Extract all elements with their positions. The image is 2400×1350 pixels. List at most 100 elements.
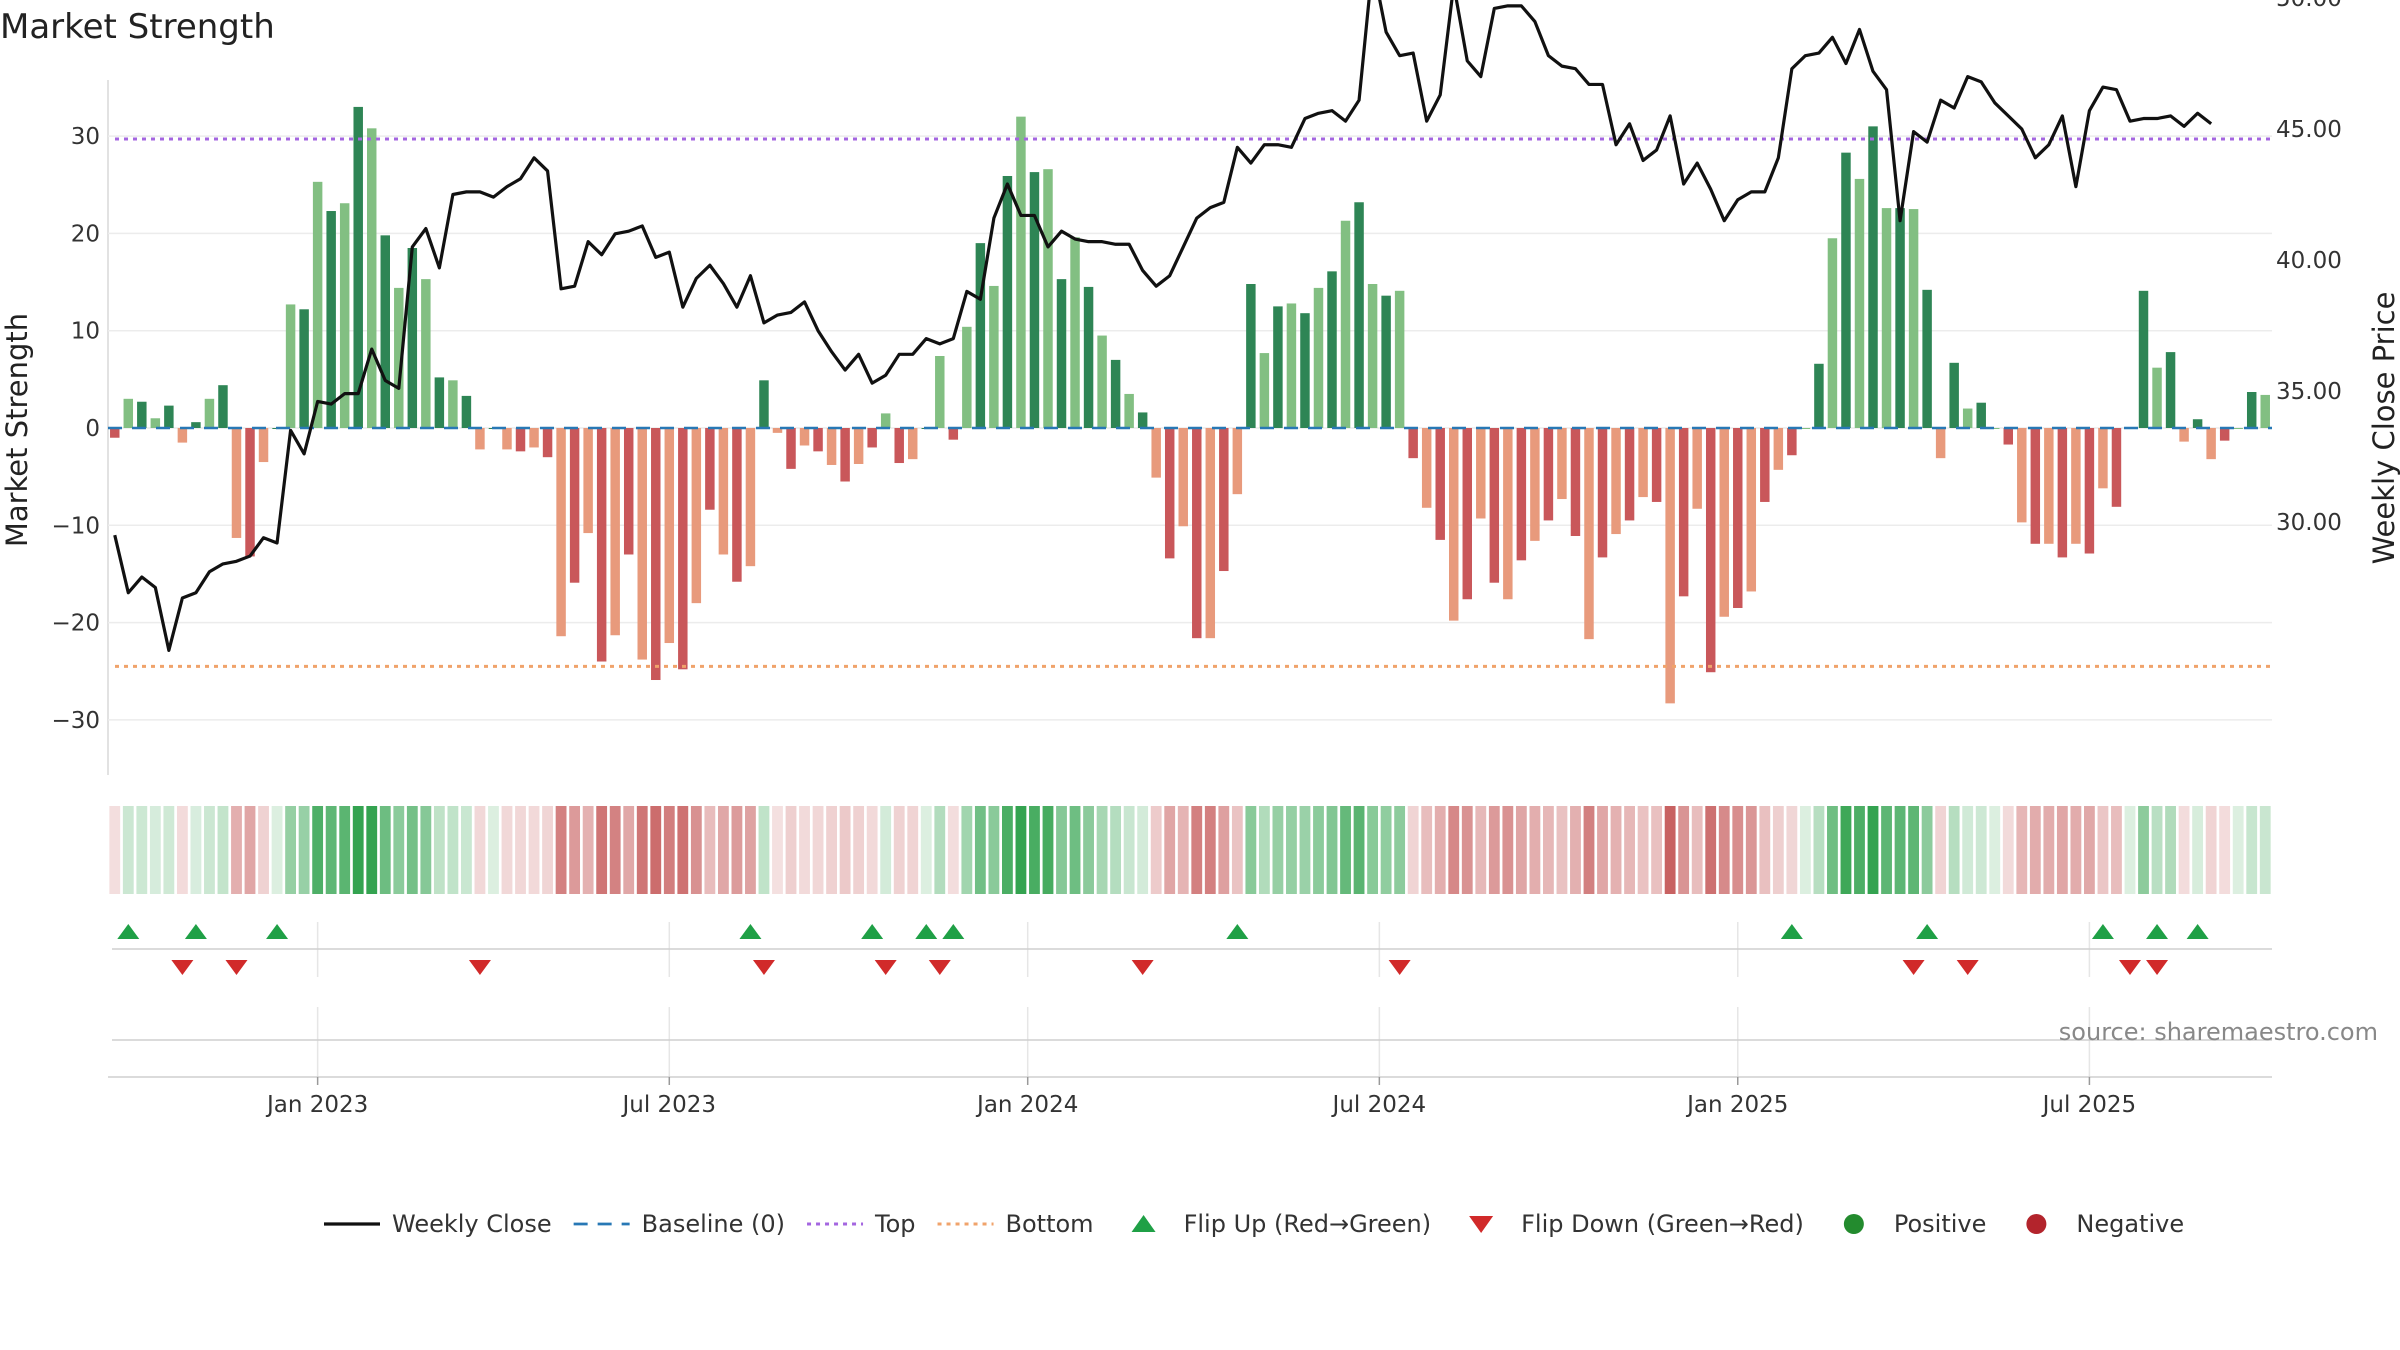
heat-cell bbox=[1610, 806, 1622, 894]
strength-bar bbox=[1056, 279, 1067, 428]
heat-cell bbox=[1150, 806, 1162, 894]
heat-cell bbox=[1894, 806, 1906, 894]
legend-swatch bbox=[1843, 1214, 1864, 1234]
legend-swatch bbox=[1469, 1216, 1494, 1233]
heat-cell bbox=[988, 806, 1000, 894]
strength-bar bbox=[989, 285, 999, 428]
x-tick-label: Jan 2024 bbox=[975, 1092, 1078, 1118]
strength-bar bbox=[1827, 238, 1838, 428]
strength-bar bbox=[894, 428, 904, 464]
flip-up-marker bbox=[184, 924, 207, 939]
strength-bar bbox=[1259, 353, 1270, 428]
strength-bar bbox=[461, 395, 472, 428]
heat-cell bbox=[799, 806, 810, 894]
strength-bar bbox=[732, 428, 742, 582]
strength-bar bbox=[1733, 428, 1743, 608]
y-tick-label: 10 bbox=[71, 319, 100, 345]
strength-bar bbox=[1462, 428, 1472, 600]
strength-bar bbox=[191, 422, 201, 428]
strength-bar bbox=[1624, 428, 1635, 521]
heat-cell bbox=[461, 806, 472, 894]
heat-cell bbox=[1380, 806, 1392, 894]
strength-bar bbox=[2030, 428, 2041, 544]
y-tick-label: 20 bbox=[71, 221, 100, 247]
heat-cell bbox=[1394, 806, 1406, 894]
strength-bar bbox=[1705, 428, 1716, 673]
x-tick-label: Jan 2023 bbox=[265, 1092, 368, 1118]
strength-bar bbox=[1597, 428, 1608, 558]
strength-bar bbox=[2179, 428, 2189, 442]
strength-bar bbox=[2017, 428, 2027, 523]
strength-bar bbox=[1070, 237, 1080, 428]
heat-cell bbox=[1827, 806, 1838, 894]
strength-bar bbox=[339, 203, 350, 428]
heat-cell bbox=[947, 806, 959, 894]
flip-down-marker bbox=[874, 960, 897, 975]
strength-bar bbox=[826, 428, 837, 465]
flip-up-marker bbox=[2186, 924, 2209, 939]
strength-bar bbox=[1476, 428, 1486, 519]
flip-down-marker bbox=[225, 960, 248, 975]
y2-tick-label: 45.00 bbox=[2276, 117, 2342, 143]
heat-cell bbox=[1258, 806, 1270, 894]
flip-down-marker bbox=[468, 960, 491, 975]
heat-cell bbox=[907, 806, 919, 894]
strength-bar bbox=[705, 428, 715, 510]
heat-cell bbox=[1597, 806, 1608, 894]
heat-cell bbox=[2029, 806, 2041, 894]
strength-bar bbox=[1800, 428, 1811, 429]
strength-bar bbox=[718, 428, 729, 555]
heat-cell bbox=[217, 806, 229, 894]
strength-bar bbox=[1678, 428, 1689, 597]
heat-cell bbox=[501, 806, 513, 894]
strength-bar bbox=[380, 235, 390, 428]
strength-bar bbox=[1435, 428, 1445, 540]
heat-cell bbox=[190, 806, 202, 894]
heat-cell bbox=[826, 806, 837, 894]
heat-cell bbox=[772, 806, 783, 894]
strength-bar bbox=[2138, 290, 2149, 428]
strength-bar bbox=[1097, 335, 1107, 428]
heat-cell bbox=[1935, 806, 1947, 894]
heat-cell bbox=[880, 806, 892, 894]
heat-cell bbox=[663, 806, 675, 894]
strength-bar bbox=[1340, 220, 1351, 428]
strength-bar bbox=[1773, 428, 1784, 470]
heat-cell bbox=[974, 806, 986, 894]
flip-up-marker bbox=[117, 924, 140, 939]
heat-cell bbox=[474, 806, 486, 894]
heat-cell bbox=[2043, 806, 2055, 894]
strength-bar bbox=[948, 428, 959, 440]
strength-bar bbox=[542, 428, 553, 458]
heat-cell bbox=[1313, 806, 1324, 894]
flip-up-marker bbox=[1226, 924, 1249, 939]
strength-bar bbox=[110, 428, 120, 438]
legend-item: Bottom bbox=[937, 1210, 1094, 1238]
heat-cell bbox=[1015, 806, 1027, 894]
flip-up-marker bbox=[915, 924, 938, 939]
heat-cell bbox=[2111, 806, 2122, 894]
flip-markers bbox=[112, 924, 2272, 975]
strength-bar bbox=[1908, 209, 1919, 428]
heat-cell bbox=[1069, 806, 1081, 894]
heat-cell bbox=[717, 806, 729, 894]
strength-bar bbox=[1164, 428, 1175, 559]
heat-cell bbox=[2002, 806, 2014, 894]
heat-cell bbox=[352, 806, 364, 894]
heat-cell bbox=[1908, 806, 1919, 894]
legend-swatch bbox=[2026, 1214, 2047, 1234]
heat-cell bbox=[366, 806, 378, 894]
heat-cell bbox=[122, 806, 134, 894]
strength-bar bbox=[1002, 175, 1013, 428]
strength-bar bbox=[678, 428, 688, 670]
legend-label: Bottom bbox=[1006, 1210, 1094, 1238]
y2-axis-label: Weekly Close Price bbox=[2367, 292, 2400, 565]
heat-cell bbox=[109, 806, 121, 894]
heat-cell bbox=[2124, 806, 2136, 894]
flip-down-marker bbox=[171, 960, 194, 975]
heat-cell bbox=[379, 806, 391, 894]
legend: Weekly Close Baseline (0) Top Bottom Flip Up… bbox=[324, 1210, 2184, 1238]
heat-cell bbox=[1921, 806, 1933, 894]
strength-bar bbox=[1949, 362, 1959, 428]
